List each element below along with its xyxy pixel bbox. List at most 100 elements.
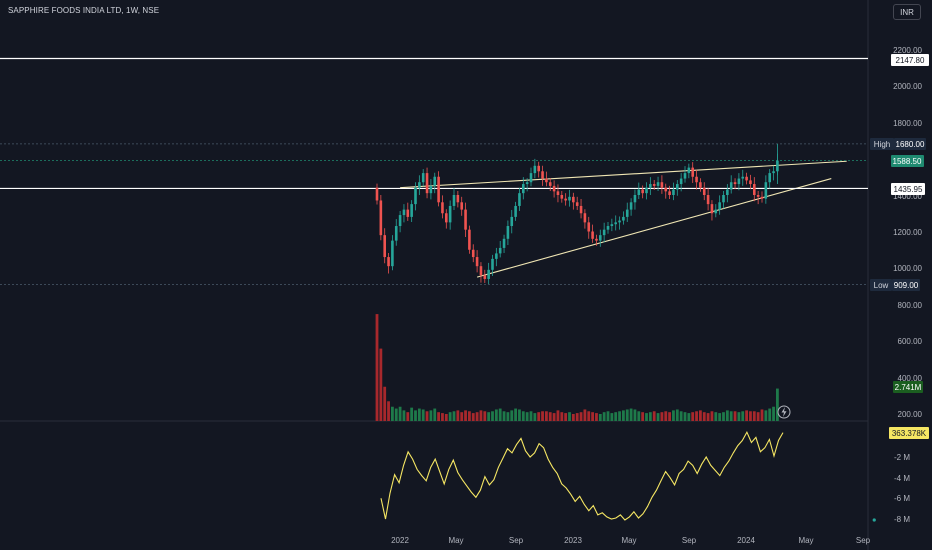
volume-bar[interactable] [441, 413, 444, 421]
candle[interactable] [625, 202, 629, 223]
volume-bar[interactable] [398, 406, 402, 421]
candle[interactable] [760, 191, 764, 203]
volume-bar[interactable] [487, 412, 491, 421]
candle[interactable] [637, 182, 641, 200]
candle[interactable] [537, 161, 540, 178]
candle[interactable] [568, 189, 571, 207]
candle[interactable] [714, 204, 718, 218]
volume-bar[interactable] [729, 411, 733, 421]
volume-bar[interactable] [614, 412, 618, 421]
candle[interactable] [545, 171, 548, 187]
candle[interactable] [587, 216, 591, 239]
volume-bar[interactable] [483, 411, 487, 421]
volume-bar[interactable] [406, 412, 410, 421]
trendlines[interactable] [400, 160, 847, 278]
volume-bar[interactable] [772, 406, 775, 421]
volume-bar[interactable] [379, 348, 383, 421]
candle[interactable] [564, 193, 567, 206]
candle[interactable] [383, 228, 386, 264]
oscillator-path[interactable] [380, 430, 784, 521]
candle[interactable] [591, 224, 594, 243]
volume-bar[interactable] [533, 413, 537, 421]
volume-bar[interactable] [587, 411, 591, 421]
volume-bar[interactable] [452, 411, 456, 421]
candle[interactable] [610, 218, 614, 232]
volume-bar[interactable] [602, 412, 606, 421]
candle[interactable] [668, 185, 671, 200]
price-axis[interactable]: 2200.00 2000.00 1800.00 1400.00 1200.00 … [893, 46, 922, 524]
volume-bar[interactable] [537, 412, 541, 421]
volume-bar[interactable] [402, 410, 406, 421]
volume-bar[interactable] [510, 410, 514, 421]
candle[interactable] [418, 175, 421, 195]
candle[interactable] [464, 202, 467, 237]
volume-bar[interactable] [456, 410, 460, 421]
candle[interactable] [575, 196, 579, 210]
candle[interactable] [579, 199, 583, 219]
volume-bar[interactable] [595, 413, 598, 421]
candle[interactable] [552, 180, 556, 198]
candle[interactable] [471, 244, 475, 263]
candle[interactable] [398, 211, 402, 233]
candle[interactable] [618, 216, 621, 230]
volume-bar[interactable] [776, 388, 779, 421]
candle[interactable] [502, 234, 506, 254]
candle[interactable] [394, 219, 398, 246]
volume-bar[interactable] [417, 408, 421, 421]
volume-bar[interactable] [460, 412, 464, 421]
horizontal-levels[interactable] [0, 57, 868, 286]
candle[interactable] [429, 178, 433, 200]
candle[interactable] [664, 183, 668, 199]
volume-bar[interactable] [560, 412, 564, 421]
candle[interactable] [514, 201, 517, 221]
candle[interactable] [645, 182, 648, 200]
volume-bar[interactable] [745, 410, 748, 421]
volume-bar[interactable] [606, 411, 610, 421]
volume-bar[interactable] [429, 410, 433, 421]
candle[interactable] [541, 165, 544, 186]
volume-bar[interactable] [579, 412, 583, 421]
volume-bar[interactable] [491, 411, 494, 421]
candle[interactable] [445, 209, 448, 229]
volume-bar[interactable] [741, 411, 745, 421]
candle[interactable] [722, 190, 725, 209]
volume-bar[interactable] [737, 412, 741, 421]
volume-bar[interactable] [706, 413, 710, 421]
candle[interactable] [649, 177, 652, 195]
volume-bar[interactable] [410, 407, 414, 421]
volume-bar[interactable] [506, 412, 510, 421]
candle[interactable] [729, 175, 733, 194]
candle[interactable] [583, 209, 587, 229]
volume-bar[interactable] [756, 412, 760, 421]
candle[interactable] [375, 183, 379, 205]
candle[interactable] [498, 240, 502, 258]
candle[interactable] [772, 165, 775, 181]
volume-bar[interactable] [498, 408, 502, 421]
candle[interactable] [606, 222, 610, 234]
candle[interactable] [641, 185, 644, 199]
candle[interactable] [683, 166, 687, 183]
candle[interactable] [491, 254, 494, 277]
candle[interactable] [495, 247, 498, 267]
candle[interactable] [379, 195, 383, 241]
volume-bar[interactable] [471, 413, 475, 421]
volume-bar[interactable] [668, 412, 671, 421]
volume-bar[interactable] [591, 412, 594, 421]
volume-bar[interactable] [652, 411, 656, 421]
volume-bar[interactable] [648, 412, 652, 421]
volume-bar[interactable] [749, 411, 752, 421]
volume-bar[interactable] [672, 410, 675, 421]
volume-bar[interactable] [525, 412, 529, 421]
trendline[interactable] [476, 178, 832, 278]
volume-bar[interactable] [375, 314, 379, 421]
candle[interactable] [387, 253, 390, 274]
volume-bar[interactable] [618, 411, 621, 421]
candle[interactable] [510, 209, 514, 234]
time-axis[interactable]: 2022 May Sep 2023 May Sep 2024 May Sep [391, 536, 871, 545]
volume-bar[interactable] [675, 409, 679, 421]
volume-bar[interactable] [518, 409, 521, 421]
volume-bar[interactable] [391, 406, 394, 421]
candle[interactable] [753, 177, 756, 202]
candle[interactable] [633, 189, 637, 210]
